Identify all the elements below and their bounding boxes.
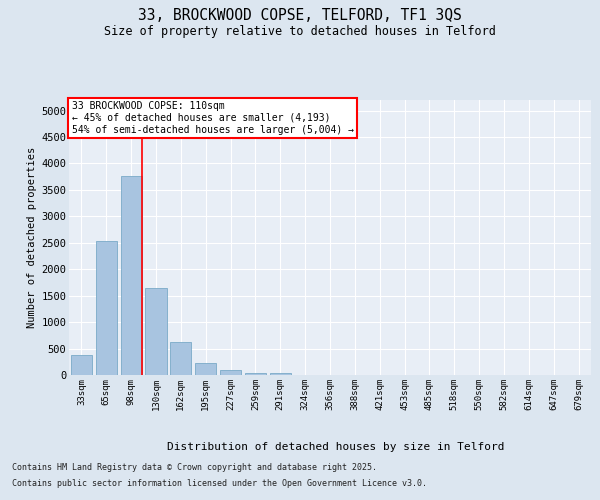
Bar	[121, 176, 142, 375]
Text: 33, BROCKWOOD COPSE, TELFORD, TF1 3QS: 33, BROCKWOOD COPSE, TELFORD, TF1 3QS	[138, 8, 462, 22]
Bar	[71, 355, 92, 375]
Bar	[96, 240, 117, 375]
Y-axis label: Number of detached properties: Number of detached properties	[27, 147, 37, 328]
Bar	[220, 370, 241, 375]
Bar	[270, 374, 291, 375]
Bar	[245, 372, 266, 375]
Bar	[145, 288, 167, 375]
Text: Contains public sector information licensed under the Open Government Licence v3: Contains public sector information licen…	[12, 478, 427, 488]
Bar	[195, 362, 216, 375]
Text: 33 BROCKWOOD COPSE: 110sqm
← 45% of detached houses are smaller (4,193)
54% of s: 33 BROCKWOOD COPSE: 110sqm ← 45% of deta…	[71, 102, 353, 134]
Bar	[170, 342, 191, 375]
Text: Distribution of detached houses by size in Telford: Distribution of detached houses by size …	[167, 442, 505, 452]
Text: Contains HM Land Registry data © Crown copyright and database right 2025.: Contains HM Land Registry data © Crown c…	[12, 464, 377, 472]
Text: Size of property relative to detached houses in Telford: Size of property relative to detached ho…	[104, 25, 496, 38]
